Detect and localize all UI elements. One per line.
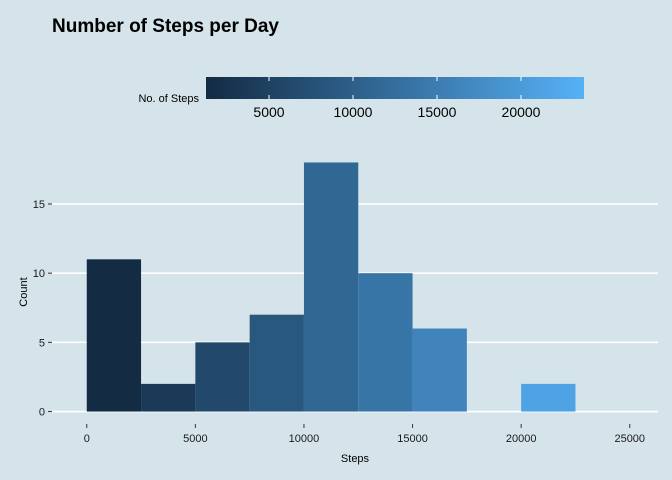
- legend-title: No. of Steps: [138, 93, 199, 105]
- legend-tick-label: 15000: [418, 104, 457, 120]
- x-tick-label: 10000: [289, 433, 320, 445]
- bars: [86, 162, 576, 412]
- x-tick-label: 0: [84, 433, 90, 445]
- legend-ticks: 5000 10000 15000 20000: [253, 77, 541, 120]
- chart-title: Number of Steps per Day: [52, 16, 279, 37]
- legend-colorbar: [206, 77, 584, 99]
- y-tick-label: 0: [39, 407, 45, 419]
- x-axis-title: Steps: [341, 453, 370, 465]
- x-tick-label: 25000: [614, 433, 645, 445]
- histogram-bar: [249, 314, 304, 412]
- y-tick-label: 5: [39, 337, 45, 349]
- legend-tick-label: 5000: [253, 104, 284, 120]
- histogram-bar: [358, 273, 413, 412]
- y-tick-label: 15: [33, 199, 45, 211]
- x-tick-label: 5000: [183, 433, 207, 445]
- histogram-bar: [412, 328, 467, 412]
- x-axis: 0 5000 10000 15000 20000 25000: [84, 424, 645, 445]
- histogram-bar: [141, 383, 196, 412]
- legend-tick-label: 10000: [334, 104, 373, 120]
- x-tick-label: 20000: [506, 433, 537, 445]
- x-tick-label: 15000: [397, 433, 428, 445]
- histogram-bar: [195, 342, 250, 412]
- histogram-bar: [521, 383, 576, 412]
- histogram-bar: [86, 259, 142, 412]
- y-tick-label: 10: [33, 268, 45, 280]
- y-axis: 0 5 10 15: [33, 199, 52, 419]
- histogram-bar: [303, 162, 359, 412]
- y-axis-title: Count: [18, 277, 30, 306]
- color-legend: No. of Steps 5000 10000 15000 20000: [138, 77, 584, 120]
- legend-tick-label: 20000: [502, 104, 541, 120]
